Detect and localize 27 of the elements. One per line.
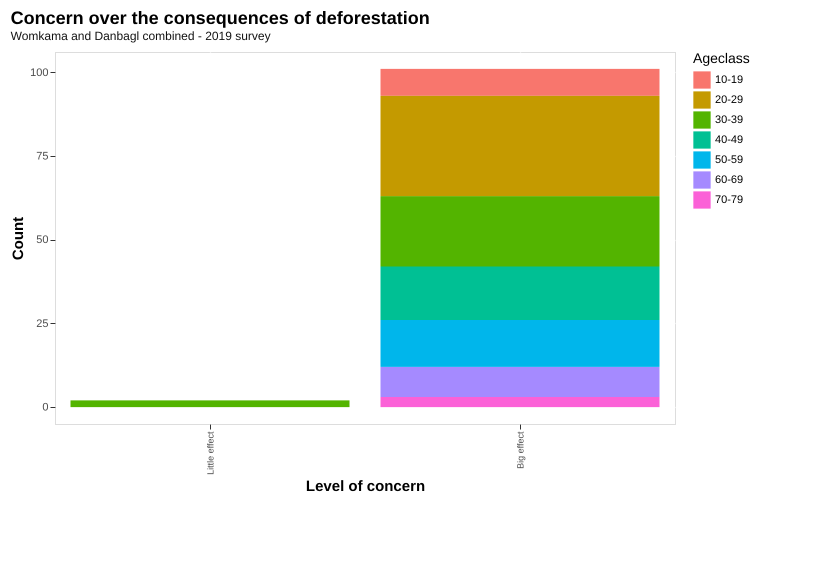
bar — [70, 400, 350, 408]
x-axis-title: Level of concern — [306, 478, 426, 495]
y-tick-label: 0 — [42, 402, 48, 414]
legend-label: 30-39 — [715, 114, 744, 126]
legend-label: 50-59 — [715, 154, 744, 166]
legend-label: 40-49 — [715, 134, 744, 146]
bar — [380, 196, 660, 266]
legend-label: 10-19 — [715, 74, 744, 86]
chart-title: Concern over the consequences of deforestation — [10, 8, 430, 28]
legend-title: Ageclass — [693, 50, 750, 66]
x-tick-label: Little effect — [206, 431, 216, 475]
y-axis-title: Count — [10, 216, 28, 260]
y-tick-label: 100 — [30, 66, 48, 79]
bar — [380, 68, 660, 96]
bar — [380, 266, 660, 320]
bar — [380, 397, 660, 408]
x-tick-label: Big effect — [516, 431, 526, 469]
bar — [380, 96, 660, 196]
y-tick-label: 75 — [36, 150, 48, 162]
legend-label: 60-69 — [715, 174, 744, 186]
legend-label: 70-79 — [715, 194, 744, 206]
chart-subtitle: Womkama and Danbagl combined - 2019 survey — [10, 29, 271, 43]
bar — [380, 320, 660, 367]
y-tick-label: 50 — [36, 234, 48, 246]
y-tick-label: 25 — [36, 318, 48, 330]
legend-label: 20-29 — [715, 94, 744, 106]
bar — [380, 366, 660, 398]
